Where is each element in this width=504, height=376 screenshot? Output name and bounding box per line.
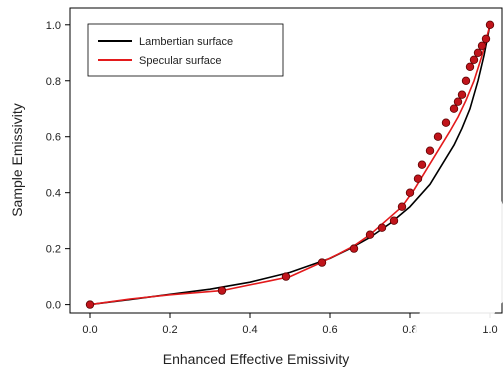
- data-point: [417, 160, 427, 169]
- x-tick-label: 0.0: [82, 324, 97, 336]
- y-tick-label: 0.2: [46, 244, 61, 256]
- data-point: [473, 48, 483, 57]
- data-point: [389, 216, 399, 225]
- series-line-1: [89, 24, 491, 306]
- data-point: [377, 223, 387, 232]
- data-point: [349, 244, 359, 253]
- data-point: [85, 300, 95, 309]
- y-tick-label: 1.0: [46, 20, 61, 32]
- y-axis-title: Sample Emissivity: [9, 103, 25, 217]
- data-point: [485, 20, 495, 29]
- y-tick-label: 0.4: [46, 188, 61, 200]
- x-tick-label: 0.2: [162, 324, 177, 336]
- legend: Lambertian surface Specular surface: [87, 23, 284, 77]
- data-point: [405, 188, 415, 197]
- data-point: [449, 104, 459, 113]
- data-point: [441, 118, 451, 127]
- data-point: [453, 97, 463, 106]
- data-point: [397, 202, 407, 211]
- data-point: [465, 62, 475, 72]
- data-point: [477, 41, 487, 50]
- legend-box: [87, 23, 284, 77]
- data-point: [469, 55, 479, 64]
- plot-frame: [69, 7, 503, 314]
- y-tick-label: 0.0: [46, 300, 61, 312]
- y-axis: 0.0 0.2 0.4 0.6 0.8 1.0: [46, 20, 70, 312]
- data-point: [413, 174, 423, 183]
- data-point: [433, 132, 443, 141]
- data-point: [461, 76, 471, 85]
- x-tick-label: 1.0: [482, 324, 497, 336]
- y-tick-label: 0.6: [46, 132, 61, 144]
- data-point: [481, 34, 491, 43]
- marker-layer: [85, 20, 495, 309]
- x-axis: 0.0 0.2 0.4 0.6 0.8 1.0: [82, 313, 498, 336]
- watermark-shape: [400, 120, 504, 376]
- data-point: [217, 286, 227, 295]
- x-tick-label: 0.4: [242, 324, 257, 336]
- x-axis-title: Enhanced Effective Emissivity: [163, 351, 350, 367]
- data-point: [365, 230, 375, 239]
- legend-label-lambertian: Lambertian surface: [139, 36, 233, 48]
- legend-label-specular: Specular surface: [139, 55, 222, 67]
- x-tick-label: 0.6: [322, 324, 337, 336]
- data-point: [425, 146, 435, 155]
- data-point: [457, 90, 467, 99]
- y-tick-label: 0.8: [46, 76, 61, 88]
- data-point: [281, 272, 291, 281]
- data-point: [317, 258, 327, 267]
